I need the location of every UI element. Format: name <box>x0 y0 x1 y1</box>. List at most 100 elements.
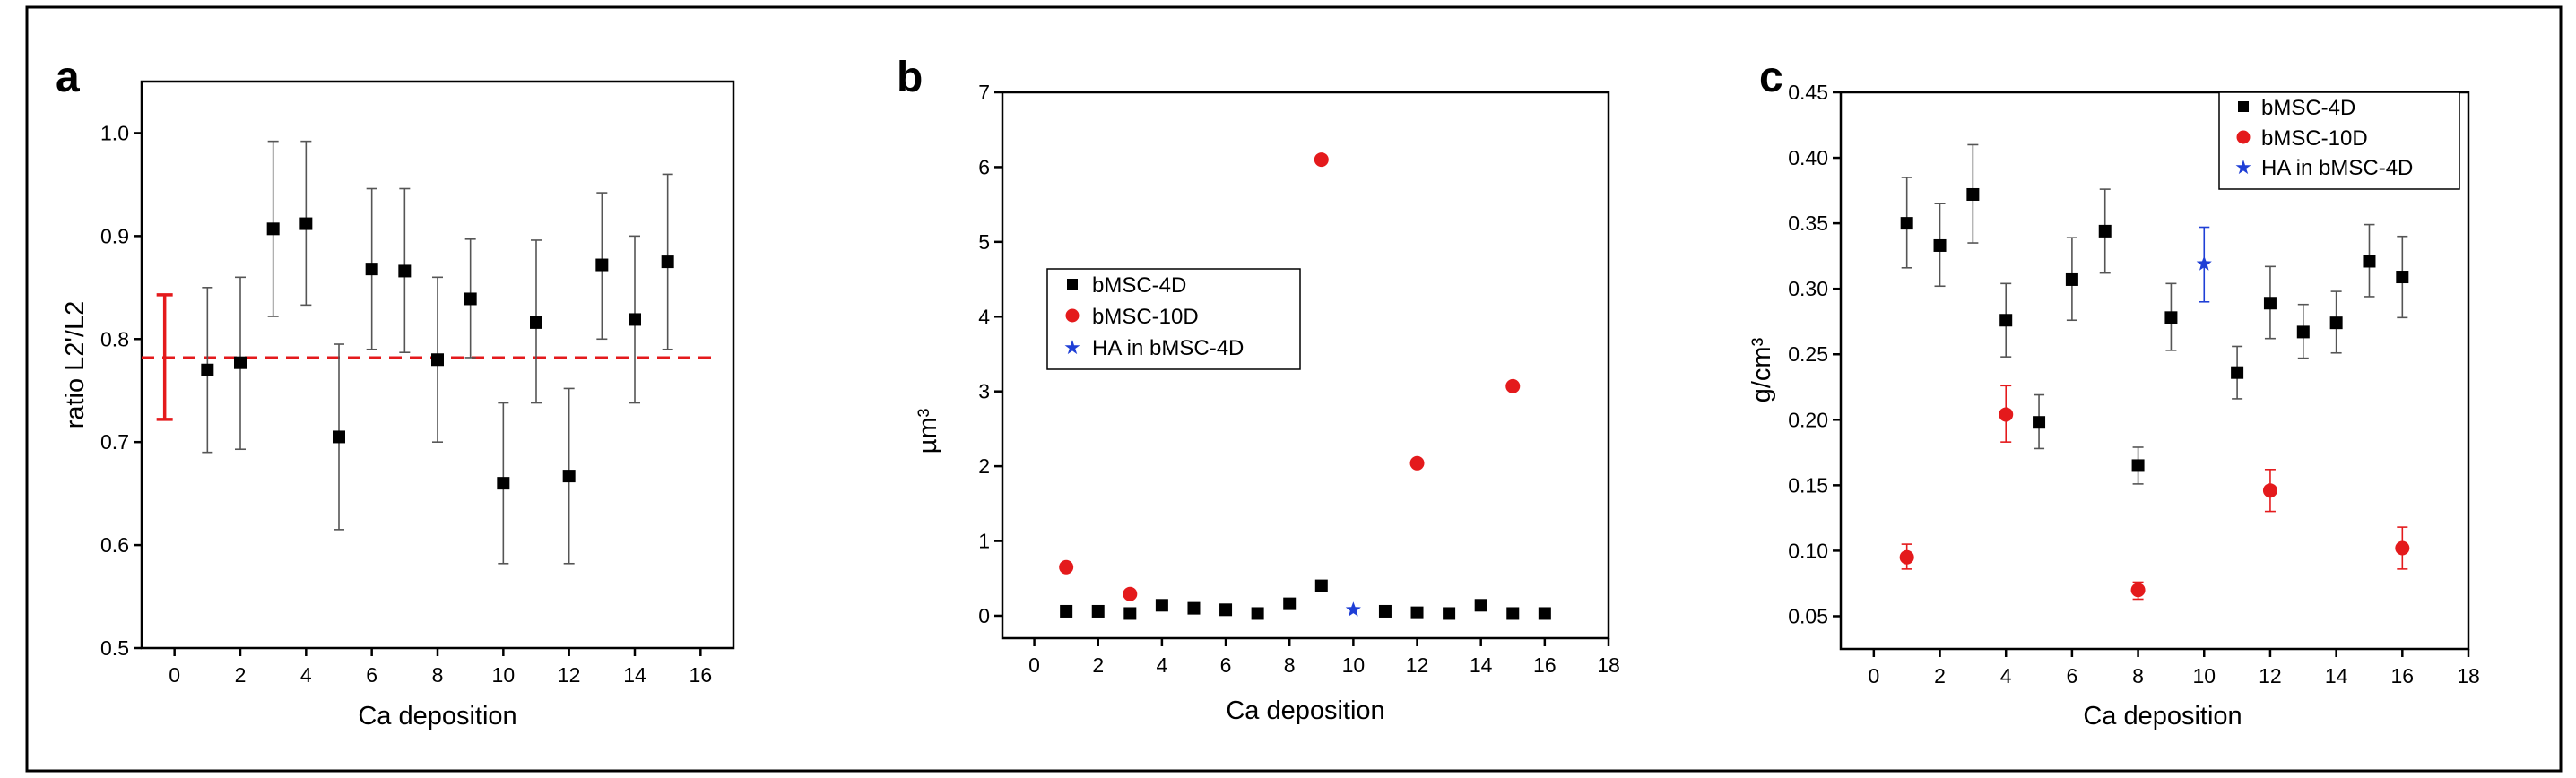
panel-b-label: b <box>897 54 923 101</box>
figure-frame <box>25 5 2563 773</box>
panel-c-legend-marker-bmsc-4d <box>2238 101 2249 112</box>
panel-c-point-bmsc-4d <box>1933 238 1947 252</box>
panel-c-point-bmsc-10d <box>2130 583 2146 598</box>
panel-a-point-ratio <box>234 356 247 369</box>
panel-b-legend-label-ha: HA in bMSC-4D <box>1092 336 1244 360</box>
panel-a-y-tick-label: 0.7 <box>100 430 129 454</box>
panel-c-y-tick-label: 0.45 <box>1788 81 1828 104</box>
panel-b-x-tick-label: 6 <box>1220 653 1232 677</box>
panel-b-point-bmsc-10d <box>1314 152 1329 168</box>
panel-c-y-tick-label: 0.05 <box>1788 604 1828 627</box>
panel-a-point-ratio <box>201 363 214 376</box>
panel-b-point-bmsc-4d <box>1283 597 1297 610</box>
panel-c-point-bmsc-10d <box>2395 540 2410 556</box>
panel-c-point-bmsc-4d <box>2329 316 2343 330</box>
panel-a: a Ca deposition ratio L2'/L2 0 2 4 6 8 10 12 14… <box>56 54 735 730</box>
panel-a-point-ratio <box>464 292 477 306</box>
panel-c-y-tick-label: 0.40 <box>1788 146 1828 169</box>
panel-b-y-tick-label: 1 <box>978 530 990 553</box>
panel-c-x-tick-label: 16 <box>2391 664 2415 687</box>
panel-c-x-tick-label: 14 <box>2325 664 2348 687</box>
panel-b-y-tick-label: 3 <box>978 380 990 403</box>
panel-a-point-ratio <box>629 313 641 326</box>
panel-a-x-tick-label: 16 <box>690 663 713 687</box>
panel-c-x-tick-label: 18 <box>2457 664 2480 687</box>
panel-a-x-tick-label: 6 <box>366 663 377 687</box>
panel-c-legend-marker-bmsc-10d <box>2236 130 2251 144</box>
panel-c-point-bmsc-4d <box>1900 217 1913 230</box>
panel-a-x-tick-label: 10 <box>492 663 516 687</box>
panel-c-y-tick-label: 0.35 <box>1788 212 1828 235</box>
panel-b-legend-label-bmsc-10d: bMSC-10D <box>1092 305 1199 329</box>
panel-b-legend-marker-bmsc-10d <box>1065 308 1080 323</box>
panel-b-point-bmsc-4d <box>1443 607 1456 620</box>
panel-b-legend: bMSC-4D bMSC-10D ★ HA in bMSC-4D <box>1046 268 1301 370</box>
panel-b-point-bmsc-4d <box>1251 607 1264 620</box>
panel-b-y-tick-label: 0 <box>978 604 990 627</box>
panel-b-point-bmsc-4d <box>1378 604 1392 618</box>
panel-c-y-axis-label: g/cm³ <box>1748 337 1776 402</box>
panel-c-legend-label-ha: HA in bMSC-4D <box>2261 156 2413 180</box>
panel-b-point-bmsc-4d <box>1123 607 1137 620</box>
panel-c-point-bmsc-4d <box>2231 366 2244 379</box>
panel-a-y-tick-label: 0.9 <box>100 224 129 247</box>
panel-b-x-tick-label: 16 <box>1533 653 1557 677</box>
panel-a-x-tick-label: 8 <box>432 663 444 687</box>
panel-b-point-bmsc-10d <box>1123 586 1138 601</box>
panel-c-y-tick-label: 0.20 <box>1788 408 1828 431</box>
panel-b-point-bmsc-4d <box>1410 606 1424 619</box>
panel-b-axes-frame <box>1001 91 1610 640</box>
panel-a-point-ratio <box>365 263 378 276</box>
panel-a-y-tick-label: 1.0 <box>100 121 129 144</box>
panel-c-x-tick-label: 12 <box>2259 664 2282 687</box>
panel-b-point-bmsc-4d <box>1538 607 1551 620</box>
panel-c-point-bmsc-4d <box>2263 297 2277 310</box>
panel-b-point-bmsc-10d <box>1505 378 1521 393</box>
panel-a-point-ratio <box>595 258 609 272</box>
panel-b-y-tick-label: 6 <box>978 155 990 178</box>
panel-b-x-tick-label: 0 <box>1028 653 1040 677</box>
panel-b-x-tick-label: 8 <box>1284 653 1296 677</box>
panel-a-y-tick-label: 0.5 <box>100 636 129 660</box>
panel-b-y-tick-label: 4 <box>978 305 990 328</box>
panel-b-x-tick-label: 18 <box>1597 653 1620 677</box>
panel-b-y-tick-label: 2 <box>978 454 990 478</box>
panel-b-legend-label-bmsc-4d: bMSC-4D <box>1092 273 1186 298</box>
panel-c-x-tick-label: 4 <box>2000 664 2012 687</box>
panel-b-point-bmsc-4d <box>1091 604 1105 618</box>
panel-c-y-tick-label: 0.30 <box>1788 277 1828 300</box>
panel-a-point-ratio <box>661 255 674 269</box>
panel-c-y-tick-label: 0.10 <box>1788 539 1828 562</box>
panel-a-x-tick-label: 0 <box>169 663 180 687</box>
panel-c-point-bmsc-4d <box>2131 459 2145 472</box>
panel-a-point-ratio <box>333 430 345 444</box>
panel-b-y-tick-label: 7 <box>978 81 990 104</box>
panel-c-point-bmsc-4d <box>2296 325 2310 339</box>
panel-a-point-ratio <box>530 316 542 329</box>
panel-a-x-tick-label: 14 <box>623 663 646 687</box>
panel-b-point-ha-in-bmsc-4d <box>1345 601 1361 617</box>
panel-a-point-ratio <box>299 217 313 230</box>
panel-a-point-ratio <box>497 477 510 490</box>
panel-b-x-tick-label: 14 <box>1470 653 1493 677</box>
panel-c-point-bmsc-10d <box>2262 483 2277 498</box>
panel-c-y-tick-label: 0.25 <box>1788 342 1828 366</box>
panel-c-point-bmsc-4d <box>2164 311 2178 324</box>
panel-c-legend-marker-ha: ★ <box>2234 156 2252 178</box>
panel-b-y-tick-label: 5 <box>978 230 990 254</box>
panel-a-point-ratio <box>431 353 444 367</box>
panel-c-label: c <box>1759 54 1783 101</box>
panel-b-point-bmsc-4d <box>1060 604 1073 618</box>
panel-b-point-bmsc-4d <box>1219 603 1233 617</box>
panel-c-axes-frame <box>1839 91 2470 651</box>
panel-b-point-bmsc-4d <box>1314 579 1328 592</box>
panel-b-point-bmsc-4d <box>1506 607 1520 620</box>
panel-a-point-ratio <box>398 264 412 278</box>
panel-c: c Ca deposition g/cm³ bMSC-4D bMSC-10D ★… <box>1748 54 2480 730</box>
panel-b: b Ca deposition µm³ bMSC-4D bMSC-10D ★ H… <box>897 54 1620 725</box>
panel-b-x-tick-label: 10 <box>1342 653 1366 677</box>
panel-c-x-tick-label: 0 <box>1868 664 1879 687</box>
panel-c-point-ha-in-bmsc-4d <box>2196 255 2212 271</box>
panel-a-y-tick-label: 0.8 <box>100 327 129 350</box>
panel-b-point-bmsc-4d <box>1187 601 1201 615</box>
